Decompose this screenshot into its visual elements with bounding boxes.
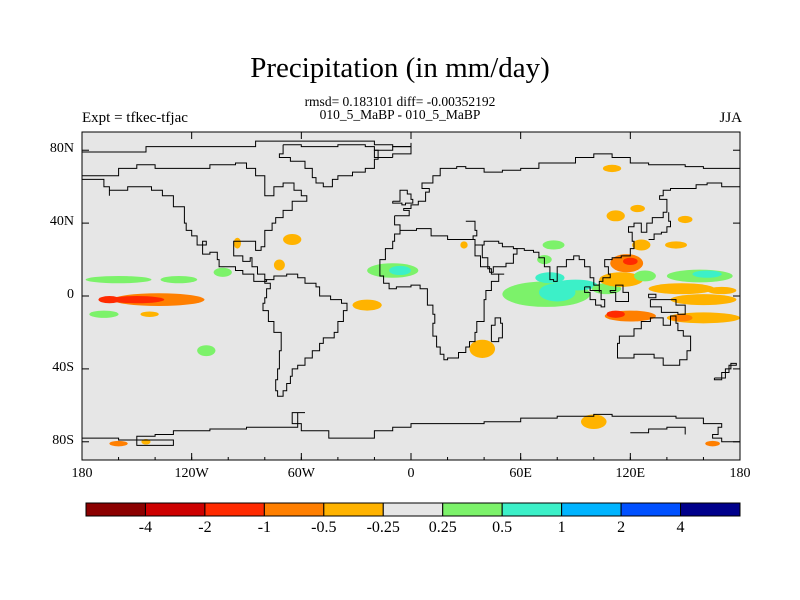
colorbar-label: -0.25 — [366, 519, 400, 536]
precip-anomaly-patch — [670, 294, 737, 306]
colorbar-swatch — [501, 502, 563, 517]
precip-anomaly-patch — [705, 440, 720, 447]
precip-anomaly-patch — [606, 210, 625, 222]
colorbar-label: 2 — [617, 519, 626, 536]
coastline — [474, 240, 518, 273]
precip-anomaly-patch — [140, 311, 159, 317]
coastline — [392, 189, 414, 206]
precip-anomaly-patch — [648, 283, 715, 295]
experiments-line: 010_5_MaBP - 010_5_MaBP — [319, 107, 481, 122]
coastline — [609, 284, 629, 302]
y-tick-label: 80N — [49, 141, 74, 157]
y-tick-label: 80S — [52, 432, 74, 448]
precip-anomaly-patch — [273, 259, 285, 271]
coastline — [617, 315, 692, 366]
colorbar-label: -4 — [138, 519, 153, 536]
colorbar-swatch — [263, 502, 325, 517]
x-tick-label: 60W — [287, 466, 315, 481]
coastline — [513, 177, 740, 293]
colorbar-label: 4 — [676, 519, 685, 536]
colorbar-swatch — [323, 502, 384, 517]
precip-anomaly-patch — [283, 234, 302, 245]
precip-anomaly-patch — [670, 314, 693, 322]
precip-anomaly-patch — [233, 237, 242, 249]
x-tick-label: 120W — [174, 466, 209, 481]
precip-anomaly-patch — [160, 275, 198, 284]
colorbar-swatch — [561, 502, 622, 517]
y-tick-label: 40S — [52, 359, 74, 375]
precip-anomaly-patch — [707, 286, 737, 295]
coastline — [136, 439, 174, 446]
experiment-label: Expt = tfkec-tfjac — [82, 110, 188, 126]
colorbar-label: 0.25 — [428, 519, 457, 536]
season-label: JJA — [719, 110, 742, 126]
colorbar-swatch — [382, 502, 444, 517]
colorbar-label: -1 — [257, 519, 272, 536]
precip-anomaly-patch — [677, 215, 693, 224]
coastline — [82, 412, 740, 443]
coastline — [262, 273, 348, 397]
coastline — [82, 162, 308, 282]
precip-anomaly-patch — [665, 241, 687, 249]
x-tick-label: 0 — [407, 466, 415, 481]
precip-anomaly-patch — [85, 275, 152, 284]
colorbar-swatch — [442, 502, 503, 517]
precip-anomaly-patch — [98, 296, 121, 304]
y-tick-label: 40N — [49, 214, 74, 230]
colorbar-swatch — [85, 502, 146, 517]
precip-anomaly-patch — [469, 339, 496, 358]
precip-anomaly-patch — [197, 345, 216, 357]
tick-marks — [81, 132, 741, 460]
coastline — [490, 317, 503, 343]
precip-anomaly-patch — [109, 440, 128, 447]
colorbar-label: 1 — [557, 519, 566, 536]
x-tick-label: 120E — [615, 466, 646, 481]
precip-anomaly-patch — [389, 265, 411, 276]
chart-title: Precipitation (in mm/day) — [250, 52, 550, 84]
colorbar-swatch — [204, 502, 265, 517]
coastline — [648, 293, 657, 299]
coastline — [648, 212, 671, 240]
coastline — [713, 362, 737, 381]
precip-anomaly-patch — [623, 257, 638, 266]
coastline — [630, 426, 686, 435]
colorbar-label: -2 — [198, 519, 212, 536]
y-tick-label: 0 — [67, 287, 74, 302]
colorbar-label: 0.5 — [492, 519, 513, 536]
precip-anomaly-patch — [580, 414, 607, 430]
precip-anomaly-patch — [352, 299, 382, 311]
colorbar-swatch — [144, 502, 206, 517]
stats-block: rmsd= 0.183101 diff= -0.00352192 010_5_M… — [0, 94, 800, 122]
precip-anomaly-patch — [89, 310, 119, 318]
precip-anomaly-patch — [633, 270, 656, 282]
coastline — [379, 215, 505, 361]
colorbar-swatch — [620, 502, 682, 517]
precip-anomaly-patch — [553, 279, 598, 291]
precip-anomaly-patch — [109, 296, 165, 304]
precip-anomaly-patch — [630, 204, 645, 213]
colorbar-swatch — [680, 502, 741, 517]
x-tick-label: 180 — [71, 466, 93, 481]
coastline — [394, 153, 740, 217]
precip-anomaly-patch — [213, 267, 232, 277]
stats-line: rmsd= 0.183101 diff= -0.00352192 — [304, 94, 496, 109]
coastline — [584, 286, 606, 308]
x-tick-label: 60E — [509, 466, 532, 481]
coastline-layer — [82, 140, 740, 446]
precip-anomaly-patch — [692, 270, 722, 278]
anomaly-layer — [85, 164, 740, 447]
precip-anomaly-patch — [602, 164, 622, 173]
colorbar — [85, 502, 741, 517]
precip-anomaly-patch — [542, 240, 565, 250]
precip-anomaly-patch — [632, 239, 651, 251]
coastline — [373, 146, 412, 158]
precip-anomaly-patch — [460, 241, 468, 249]
coastline — [465, 220, 478, 240]
coastline — [649, 299, 686, 315]
x-tick-label: 180 — [729, 466, 751, 481]
colorbar-label: -0.5 — [311, 519, 337, 536]
precip-anomaly-patch — [606, 310, 625, 318]
coastline — [278, 144, 379, 188]
